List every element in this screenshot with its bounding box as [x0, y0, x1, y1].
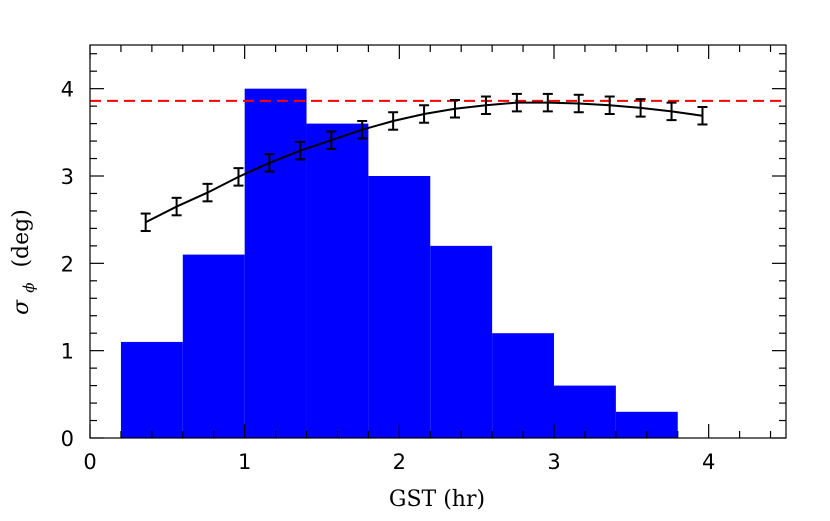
histogram-bar-6	[492, 333, 554, 438]
x-tick-label: 1	[238, 450, 251, 474]
error-bar-8	[388, 111, 399, 131]
y-axis-label-symbol: σ	[9, 299, 34, 315]
error-bar-0	[140, 212, 151, 233]
x-tick-label: 0	[83, 450, 96, 474]
error-bar-14	[573, 93, 584, 114]
error-bar-10	[450, 99, 461, 119]
histogram-bar-2	[244, 88, 307, 439]
y-tick-label: 2	[61, 252, 74, 276]
error-bar-11	[480, 95, 491, 115]
error-bar-13	[542, 92, 553, 113]
error-bar-12	[511, 92, 522, 113]
histogram-bar-5	[430, 245, 493, 438]
histogram-bar-1	[182, 254, 245, 438]
tick-labels: 0 1 2 3 4 0 1 2 3 4	[61, 78, 716, 474]
y-axis-label-subscript: ϕ	[20, 283, 38, 293]
error-bar-3	[233, 167, 244, 187]
axis-ticks	[89, 45, 786, 439]
histogram-bars	[120, 88, 678, 439]
error-bar-1	[171, 196, 182, 217]
y-tick-label: 3	[61, 165, 74, 189]
error-bar-18	[697, 106, 708, 126]
y-tick-label: 0	[61, 427, 74, 451]
error-bar-5	[295, 140, 306, 161]
error-bar-7	[357, 119, 368, 140]
y-axis-label-unit: (deg)	[9, 209, 34, 267]
x-tick-label: 3	[547, 450, 560, 474]
y-tick-label: 4	[61, 78, 74, 102]
histogram-bar-4	[368, 176, 431, 438]
histogram-bar-0	[120, 341, 183, 438]
error-bar-17	[666, 101, 677, 122]
error-bar-15	[604, 95, 615, 115]
x-tick-label: 2	[393, 450, 406, 474]
plot-frame	[89, 44, 787, 439]
error-bar-6	[326, 130, 337, 150]
histogram-bar-7	[554, 385, 616, 438]
error-bar-9	[419, 104, 430, 124]
histogram-bar-3	[306, 123, 369, 438]
error-bar-4	[264, 153, 275, 173]
y-tick-label: 1	[61, 340, 74, 364]
error-bar-16	[635, 98, 646, 118]
x-axis-label: GST (hr)	[389, 487, 485, 512]
curve-group	[140, 92, 708, 233]
error-bar-2	[202, 182, 213, 203]
y-axis-label: σ ϕ (deg)	[9, 209, 40, 315]
x-tick-label: 4	[702, 450, 715, 474]
